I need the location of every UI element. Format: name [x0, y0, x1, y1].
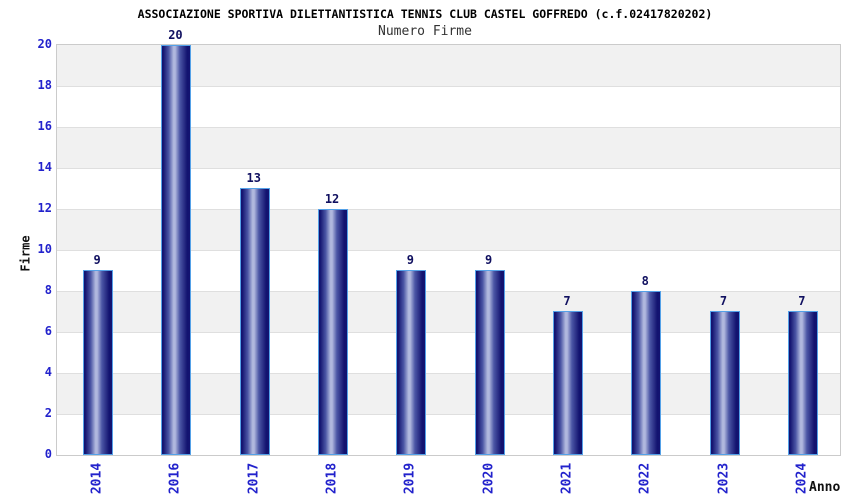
bar [709, 311, 740, 455]
bar-value-label: 8 [641, 274, 649, 288]
bar [161, 45, 192, 455]
x-tick-label: 2023 [716, 462, 732, 495]
gridline [57, 168, 840, 169]
gridline [57, 209, 840, 210]
y-tick-label: 14 [37, 160, 52, 174]
y-tick-label: 16 [37, 119, 52, 133]
x-tick-label: 2021 [559, 462, 575, 495]
bar-value-label: 7 [719, 294, 728, 308]
y-tick-label: 18 [37, 78, 52, 92]
bar-value-label: 9 [485, 253, 493, 267]
bar [474, 270, 505, 455]
y-tick-label: 0 [44, 447, 52, 461]
gridline [57, 414, 840, 415]
bar [552, 311, 583, 455]
bar-value-label: 9 [406, 253, 414, 267]
bar [396, 270, 427, 455]
plot-area [56, 44, 841, 456]
x-tick-label: 2019 [402, 462, 418, 495]
gridline [57, 250, 840, 251]
x-axis-title: Anno [809, 480, 841, 495]
y-tick-label: 2 [44, 406, 52, 420]
bar [83, 270, 114, 455]
y-tick-label: 6 [44, 324, 52, 338]
bar-value-label: 12 [324, 192, 340, 206]
bar [787, 311, 818, 455]
x-tick-label: 2022 [637, 462, 653, 495]
x-tick-label: 2017 [246, 462, 262, 495]
gridline [57, 373, 840, 374]
gridline [57, 332, 840, 333]
y-tick-label: 12 [37, 201, 52, 215]
bar [318, 209, 349, 455]
bar-value-label: 7 [798, 294, 806, 308]
y-tick-label: 8 [44, 283, 52, 297]
chart-title: ASSOCIAZIONE SPORTIVA DILETTANTISTICA TE… [137, 7, 713, 21]
bar [631, 291, 662, 455]
gridline [57, 127, 840, 128]
bar-value-label: 7 [563, 294, 571, 308]
bar [239, 188, 270, 455]
x-tick-label: 2016 [167, 462, 183, 495]
bar-value-label: 9 [93, 253, 101, 267]
y-tick-label: 10 [37, 242, 52, 256]
x-tick-label: 2018 [324, 462, 340, 495]
bar-value-label: 20 [168, 28, 183, 42]
y-tick-label: 20 [37, 37, 52, 51]
x-tick-label: 2014 [89, 462, 105, 495]
y-tick-label: 4 [44, 365, 52, 379]
gridline [57, 86, 840, 87]
chart-subtitle: Numero Firme [378, 24, 472, 39]
x-tick-label: 2020 [481, 462, 497, 495]
x-tick-label: 2024 [794, 462, 810, 495]
gridline [57, 291, 840, 292]
bar-value-label: 13 [246, 171, 261, 185]
